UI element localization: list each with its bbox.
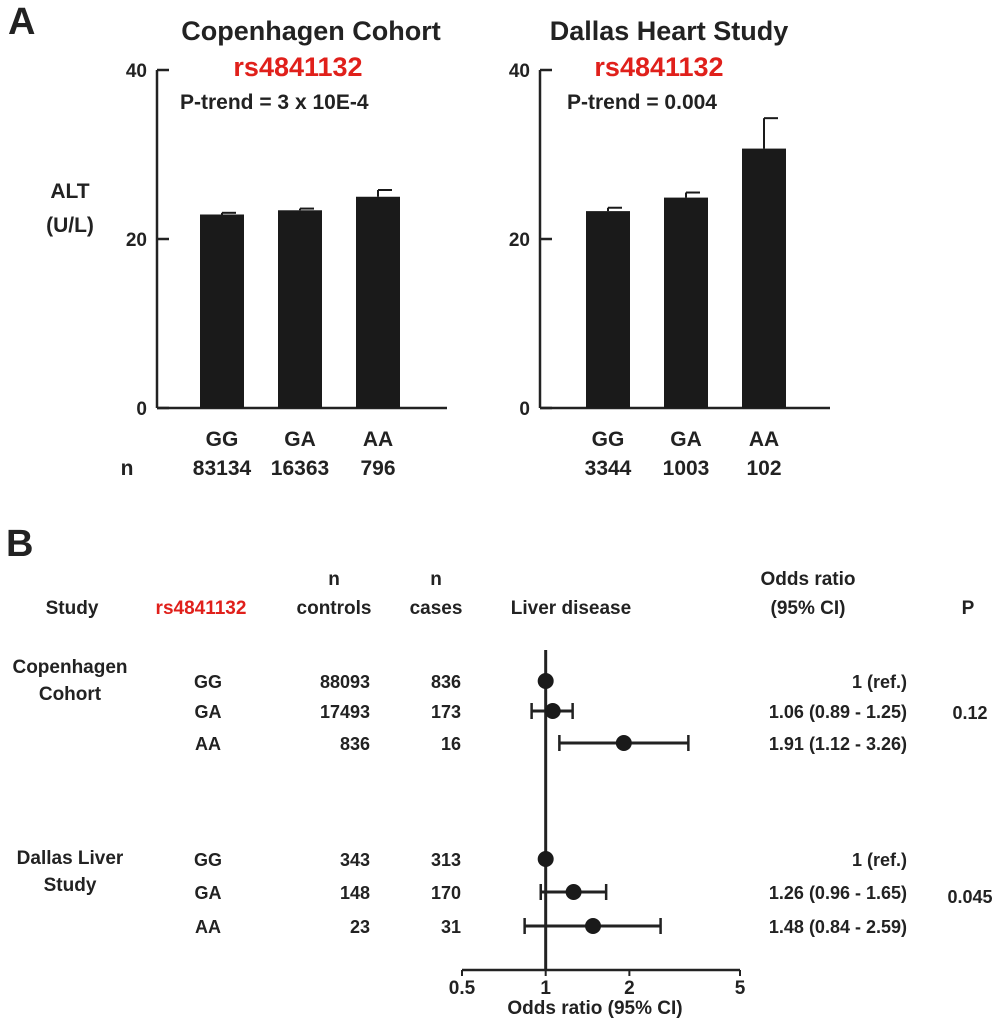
odds-ratio-cell: 1.48 (0.84 - 2.59): [769, 917, 907, 937]
bar-aa: [742, 148, 786, 408]
genotype-cell: GG: [194, 850, 222, 870]
n-value: 83134: [193, 457, 252, 480]
cases-cell: 313: [431, 850, 461, 870]
cases-cell: 16: [441, 734, 461, 754]
cases-cell: 173: [431, 702, 461, 722]
category-label: AA: [749, 428, 779, 451]
header-outcome: Liver disease: [511, 598, 631, 619]
genotype-cell: AA: [195, 917, 221, 937]
panel-a-label: A: [8, 1, 35, 43]
header-study: Study: [46, 598, 99, 619]
bar-gg: [200, 214, 244, 408]
group-name-dallas-line2: Study: [44, 875, 97, 896]
cases-cell: 31: [441, 917, 461, 937]
n-value: 102: [746, 457, 781, 480]
n-value: 16363: [271, 457, 329, 480]
x-tick-label: 0.5: [449, 978, 476, 999]
y-tick-label: 0: [136, 399, 147, 420]
n-value: 3344: [585, 457, 632, 480]
bar-chart-dallas: 0 20 40 GG 3344 GA 1003 AA 102: [509, 61, 830, 480]
category-label: AA: [363, 428, 393, 451]
panel-b-label: B: [6, 523, 33, 565]
genotype-cell: AA: [195, 734, 221, 754]
y-tick-label: 20: [509, 230, 530, 251]
or-point: [537, 851, 554, 867]
n-value: 796: [360, 457, 395, 480]
snp-label-dallas: rs4841132: [594, 52, 723, 82]
y-axis-label-line2: (U/L): [46, 214, 94, 237]
y-tick-label: 40: [126, 61, 147, 82]
or-point: [537, 673, 554, 689]
controls-cell: 23: [350, 917, 370, 937]
group-name-copenhagen-line1: Copenhagen: [12, 657, 127, 678]
header-cases: cases: [410, 598, 463, 619]
bar-ga: [278, 210, 322, 408]
odds-ratio-cell: 1.06 (0.89 - 1.25): [769, 702, 907, 722]
header-odds-ratio: Odds ratio: [760, 569, 855, 590]
category-label: GA: [284, 428, 316, 451]
x-tick-label: 2: [624, 978, 635, 999]
header-p: P: [962, 598, 975, 619]
chart-title-dallas: Dallas Heart Study: [550, 16, 789, 46]
category-label: GG: [206, 428, 239, 451]
p-value: 0.045: [947, 887, 992, 907]
bar-aa: [356, 196, 400, 408]
genotype-cell: GA: [195, 883, 222, 903]
y-tick-label: 0: [519, 399, 530, 420]
header-cases-n: n: [430, 569, 442, 590]
p-trend-copenhagen: P-trend = 3 x 10E-4: [180, 91, 369, 114]
or-point: [615, 735, 632, 751]
n-value: 1003: [663, 457, 710, 480]
odds-ratio-cell: 1 (ref.): [852, 672, 907, 692]
y-tick-label: 40: [509, 61, 530, 82]
or-point: [544, 703, 561, 719]
x-tick-label: 5: [735, 978, 746, 999]
n-row-label: n: [121, 457, 134, 480]
controls-cell: 343: [340, 850, 370, 870]
controls-cell: 88093: [320, 672, 370, 692]
group-name-copenhagen-line2: Cohort: [39, 684, 102, 705]
x-tick-label: 1: [540, 978, 551, 999]
controls-cell: 148: [340, 883, 370, 903]
y-tick-label: 20: [126, 230, 147, 251]
group-name-dallas-line1: Dallas Liver: [17, 848, 124, 869]
category-label: GG: [592, 428, 625, 451]
bar-gg: [586, 211, 630, 408]
chart-title-copenhagen: Copenhagen Cohort: [181, 16, 440, 46]
bar-chart-copenhagen: 0 20 40 GG 83134 GA 16363 AA 796: [126, 61, 447, 480]
cases-cell: 836: [431, 672, 461, 692]
header-controls: controls: [297, 598, 372, 619]
p-value: 0.12: [952, 703, 987, 723]
header-controls-n: n: [328, 569, 340, 590]
snp-label-copenhagen: rs4841132: [233, 52, 362, 82]
controls-cell: 17493: [320, 702, 370, 722]
p-trend-dallas: P-trend = 0.004: [567, 91, 717, 114]
cases-cell: 170: [431, 883, 461, 903]
header-ci: (95% CI): [771, 598, 846, 619]
y-axis-label-line1: ALT: [50, 180, 89, 203]
genotype-cell: GG: [194, 672, 222, 692]
odds-ratio-cell: 1.91 (1.12 - 3.26): [769, 734, 907, 754]
bar-ga: [664, 197, 708, 408]
x-axis-label: Odds ratio (95% CI): [507, 998, 682, 1019]
odds-ratio-cell: 1.26 (0.96 - 1.65): [769, 883, 907, 903]
header-snp: rs4841132: [156, 598, 247, 619]
genotype-cell: GA: [195, 702, 222, 722]
or-point: [585, 918, 602, 934]
or-point: [565, 884, 582, 900]
category-label: GA: [670, 428, 702, 451]
odds-ratio-cell: 1 (ref.): [852, 850, 907, 870]
forest-plot: 0.5 1 2 5 GG 88093 836 1 (ref.) GA 17493 173 1.06 (…: [194, 650, 993, 999]
controls-cell: 836: [340, 734, 370, 754]
